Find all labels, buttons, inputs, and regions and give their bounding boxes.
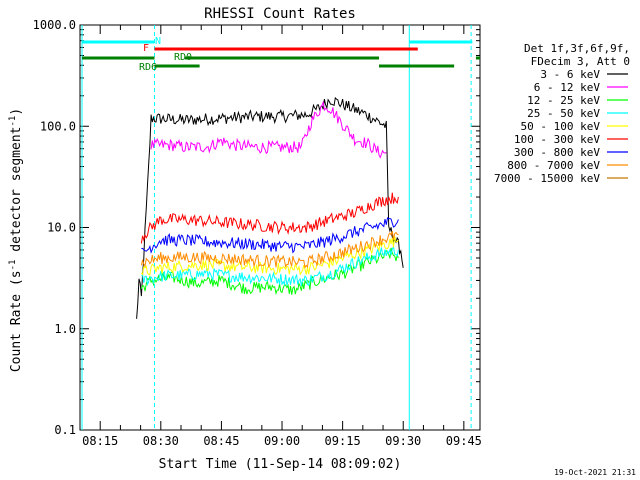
y-axis-label: Count Rate (s-1 detector segment-1) [8,108,24,372]
series-line [136,96,404,319]
x-tick-label: 09:30 [385,434,421,448]
x-tick-label: 08:30 [143,434,179,448]
legend-entry-label: 300 - 800 keV [514,146,600,159]
x-tick-label: 09:45 [446,434,482,448]
flag-label: N [155,36,161,47]
timestamp: 19-Oct-2021 21:31 [554,468,636,477]
x-axis-ticks: 08:15 08:30 08:45 09:00 09:15 09:30 09:45 [79,25,482,448]
legend-header-2: FDecim 3, Att 0 [531,55,630,68]
y-tick-label: 100.0 [40,119,76,133]
flag-label: RD0 [174,52,192,63]
x-tick-label: 08:45 [203,434,239,448]
legend-entry-label: 25 - 50 keV [527,107,600,120]
x-tick-label: 09:15 [325,434,361,448]
plot-frame [79,24,481,431]
legend-entry-label: 100 - 300 keV [514,133,600,146]
legend-entry-label: 6 - 12 keV [534,81,601,94]
legend-entry-label: 3 - 6 keV [540,68,600,81]
y-axis-ticks: 0.1 1.0 10.0 100.0 1000.0 [33,18,480,437]
flag-bars: NF RD0 RD6 [82,36,480,73]
series-line [141,217,399,254]
x-tick-label: 09:00 [264,434,300,448]
x-axis-label: Start Time (11-Sep-14 08:09:02) [159,457,402,472]
legend-entry-label: 12 - 25 keV [527,94,600,107]
flag-label: F [143,43,149,54]
y-tick-label: 1000.0 [33,18,76,32]
series-line [141,236,399,276]
series-line [150,100,387,159]
chart-title: RHESSI Count Rates [204,6,356,22]
legend: Det 1f,3f,6f,9f, FDecim 3, Att 0 3 - 6 k… [494,42,630,185]
series-line [140,192,399,244]
series-line [141,244,399,287]
y-tick-label: 10.0 [47,221,76,235]
series-line [140,230,399,269]
legend-entry-label: 50 - 100 keV [521,120,601,133]
x-tick-label: 08:15 [82,434,118,448]
vertical-markers [81,25,472,430]
legend-header-1: Det 1f,3f,6f,9f, [524,42,630,55]
legend-entry-label: 800 - 7000 keV [507,159,600,172]
data-series [136,96,404,319]
flag-label: RD6 [139,62,157,73]
y-tick-label: 1.0 [54,322,76,336]
legend-entry-label: 7000 - 15000 keV [494,172,600,185]
y-tick-label: 0.1 [54,423,76,437]
plot-border [79,24,481,431]
